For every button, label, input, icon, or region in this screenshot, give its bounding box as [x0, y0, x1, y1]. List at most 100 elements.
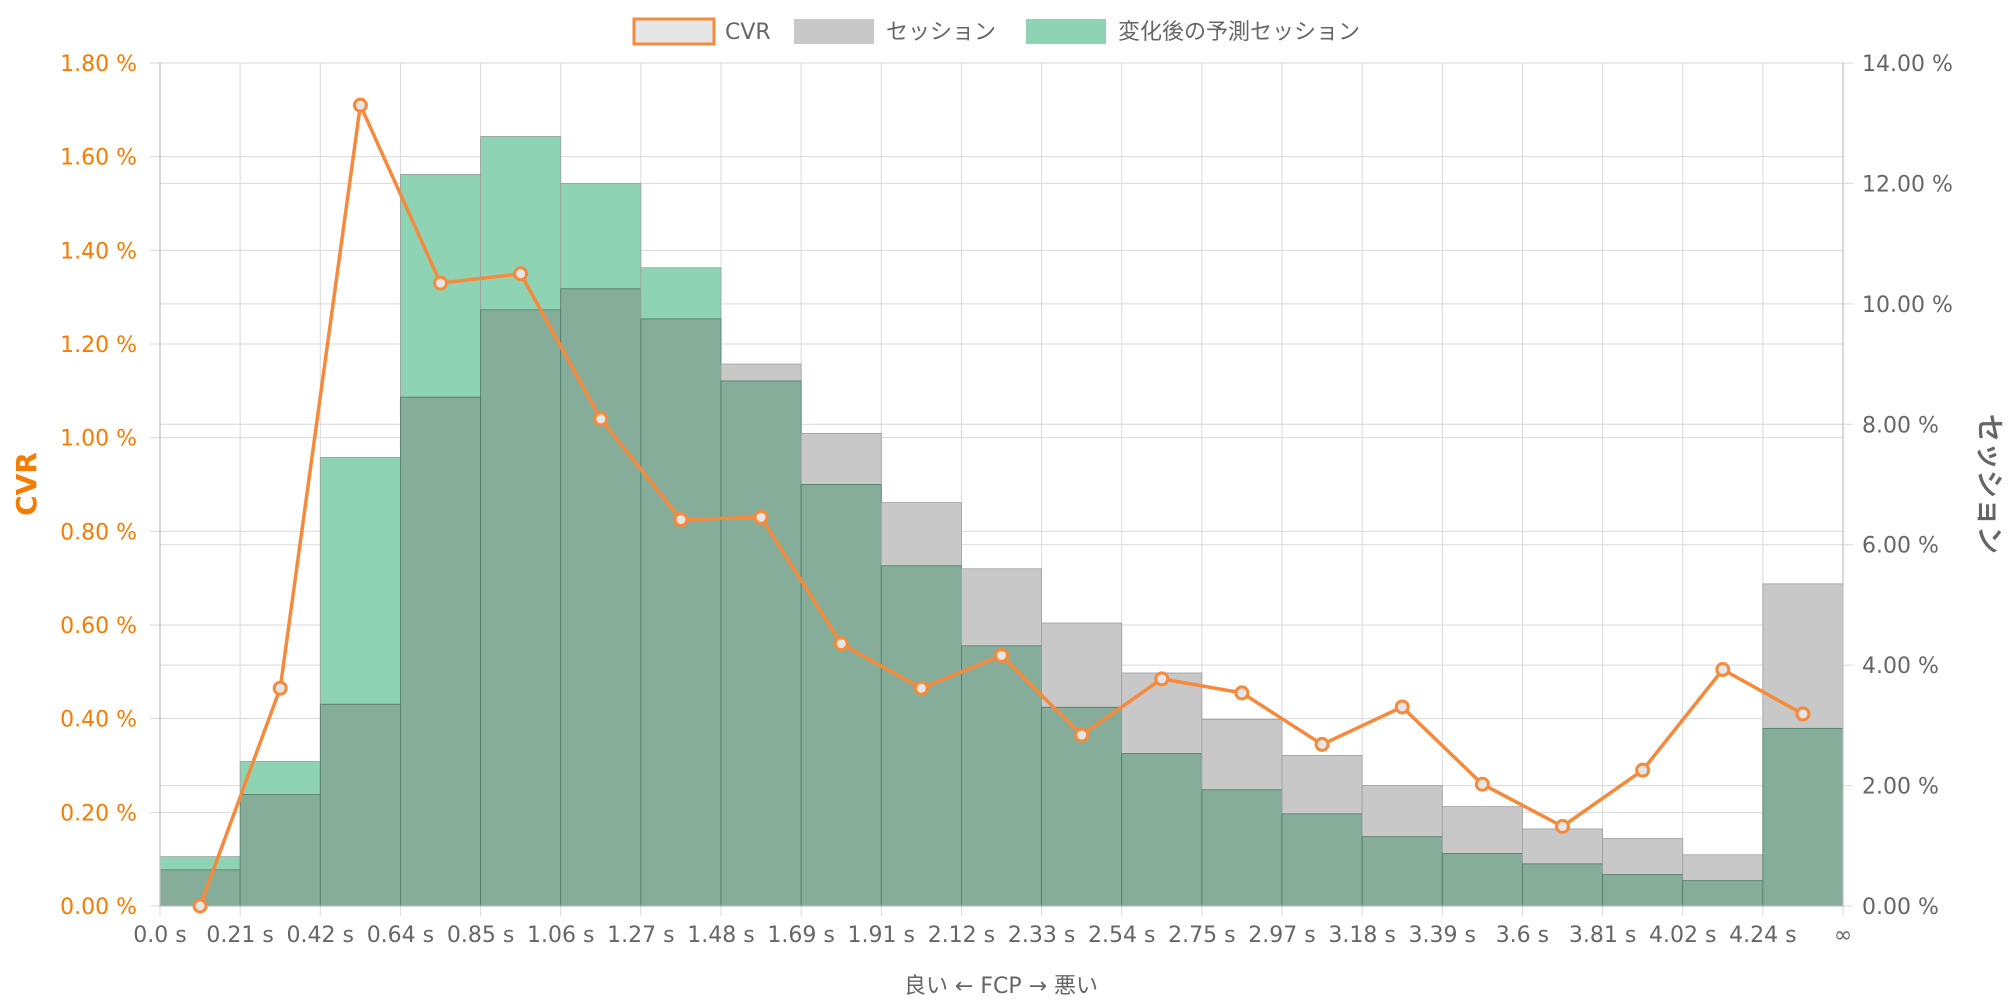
x-tick-label: ∞ [1834, 923, 1852, 948]
cvr-point[interactable] [192, 898, 208, 914]
legend-label-predicted[interactable]: 変化後の予測セッション [1118, 20, 1360, 45]
y-left-tick-label: 0.60 % [60, 614, 137, 639]
session-bar[interactable] [1602, 838, 1684, 876]
overlap-bar[interactable] [800, 484, 882, 907]
x-tick-label: 1.48 s [687, 923, 754, 948]
x-tick-label: 1.27 s [607, 923, 674, 948]
overlap-bar[interactable] [880, 565, 962, 907]
x-tick-label: 2.12 s [928, 923, 995, 948]
overlap-bar[interactable] [1762, 727, 1844, 907]
cvr-point[interactable] [913, 680, 929, 696]
cvr-point[interactable] [272, 680, 288, 696]
predicted-session-bar[interactable] [640, 267, 722, 320]
predicted-session-bar[interactable] [239, 761, 321, 796]
session-bar[interactable] [800, 432, 882, 485]
y-right-tick-label: 10.00 % [1862, 293, 1953, 318]
overlap-bar[interactable] [1281, 813, 1363, 907]
overlap-bar[interactable] [1361, 836, 1443, 907]
cvr-point[interactable] [1474, 776, 1490, 792]
overlap-bar[interactable] [640, 318, 722, 907]
cvr-line-layer [192, 97, 1811, 914]
cvr-point[interactable] [513, 266, 529, 282]
legend-label-cvr[interactable]: CVR [725, 20, 771, 45]
x-tick-label: 0.21 s [206, 923, 273, 948]
cvr-point[interactable] [1394, 699, 1410, 715]
predicted-session-bar[interactable] [560, 183, 642, 290]
cvr-point[interactable] [1154, 671, 1170, 687]
cvr-point[interactable] [994, 647, 1009, 663]
cvr-point[interactable] [1635, 762, 1651, 778]
cvr-point[interactable] [593, 411, 609, 427]
x-tick-label: 0.64 s [367, 923, 434, 948]
y-left-tick-label: 0.20 % [60, 801, 137, 826]
overlap-bar[interactable] [560, 288, 642, 907]
overlap-bar[interactable] [1602, 874, 1684, 907]
y-left-tick-label: 0.80 % [60, 520, 137, 545]
cvr-point[interactable] [1555, 818, 1570, 834]
session-bar[interactable] [961, 568, 1042, 647]
predicted-session-bar[interactable] [159, 856, 241, 871]
x-tick-label: 3.18 s [1328, 923, 1395, 948]
session-bar[interactable] [880, 502, 962, 567]
overlap-bar[interactable] [319, 703, 401, 907]
x-tick-label: 1.69 s [767, 923, 834, 948]
session-bar[interactable] [1441, 806, 1523, 855]
x-tick-label: 3.81 s [1569, 923, 1636, 948]
overlap-bar[interactable] [720, 380, 802, 907]
axis-layer: 0.0 s 0.21 s 0.42 s 0.64 s 0.85 s 1.06 s 1.27 … [60, 52, 1953, 948]
session-bar[interactable] [1121, 672, 1203, 755]
x-tick-label: 4.24 s [1729, 923, 1796, 948]
legend: CVR セッション 変化後の予測セッション [632, 17, 1360, 46]
x-axis-title: 良い ← FCP → 悪い [904, 974, 1098, 999]
y-left-axis-title: CVR [10, 452, 43, 516]
x-tick-label: 4.02 s [1649, 923, 1716, 948]
predicted-session-bar[interactable] [480, 136, 562, 311]
y-left-tick-label: 1.60 % [60, 146, 137, 171]
session-bar[interactable] [720, 363, 802, 382]
overlap-bar[interactable] [961, 645, 1042, 907]
overlap-bar[interactable] [400, 396, 481, 907]
session-bar[interactable] [1522, 828, 1603, 865]
legend-label-sessions[interactable]: セッション [886, 20, 996, 45]
overlap-bar[interactable] [480, 309, 562, 907]
overlap-bar[interactable] [1441, 853, 1523, 907]
x-tick-label: 3.39 s [1409, 923, 1476, 948]
y-left-tick-label: 0.00 % [60, 895, 137, 920]
y-left-tick-label: 0.40 % [60, 708, 137, 733]
y-right-tick-label: 6.00 % [1862, 534, 1939, 559]
legend-swatch-predicted[interactable] [1026, 19, 1106, 44]
session-bar[interactable] [1682, 854, 1764, 882]
y-right-tick-label: 12.00 % [1862, 172, 1953, 197]
cvr-point[interactable] [833, 636, 849, 652]
x-tick-label: 2.97 s [1248, 923, 1315, 948]
session-bar[interactable] [1201, 718, 1283, 791]
cvr-point[interactable] [1234, 685, 1250, 701]
x-tick-label: 0.0 s [133, 923, 186, 948]
x-tick-label: 2.75 s [1168, 923, 1235, 948]
overlap-bar[interactable] [1522, 863, 1603, 907]
session-bar[interactable] [1281, 755, 1363, 815]
predicted-session-bar[interactable] [319, 457, 401, 705]
cvr-point[interactable] [352, 97, 368, 113]
cvr-point[interactable] [753, 509, 769, 525]
overlap-bar[interactable] [1201, 789, 1283, 907]
y-right-tick-label: 0.00 % [1862, 895, 1939, 920]
x-tick-label: 1.91 s [848, 923, 915, 948]
cvr-point[interactable] [433, 275, 448, 291]
cvr-point[interactable] [1074, 727, 1090, 743]
session-bar[interactable] [1361, 785, 1443, 838]
cvr-point[interactable] [1715, 661, 1731, 677]
overlap-bar[interactable] [1682, 880, 1764, 907]
cvr-point[interactable] [1314, 736, 1330, 752]
overlap-bar[interactable] [1121, 753, 1203, 907]
session-bar[interactable] [1041, 622, 1123, 708]
cvr-point[interactable] [673, 512, 689, 528]
y-right-axis-title: セッション [1973, 414, 2006, 554]
overlap-bar[interactable] [239, 794, 321, 907]
y-right-tick-label: 4.00 % [1862, 654, 1939, 679]
y-right-tick-label: 8.00 % [1862, 413, 1939, 438]
cvr-point[interactable] [1795, 706, 1811, 722]
legend-swatch-sessions[interactable] [794, 19, 874, 44]
legend-swatch-cvr[interactable] [632, 17, 716, 46]
